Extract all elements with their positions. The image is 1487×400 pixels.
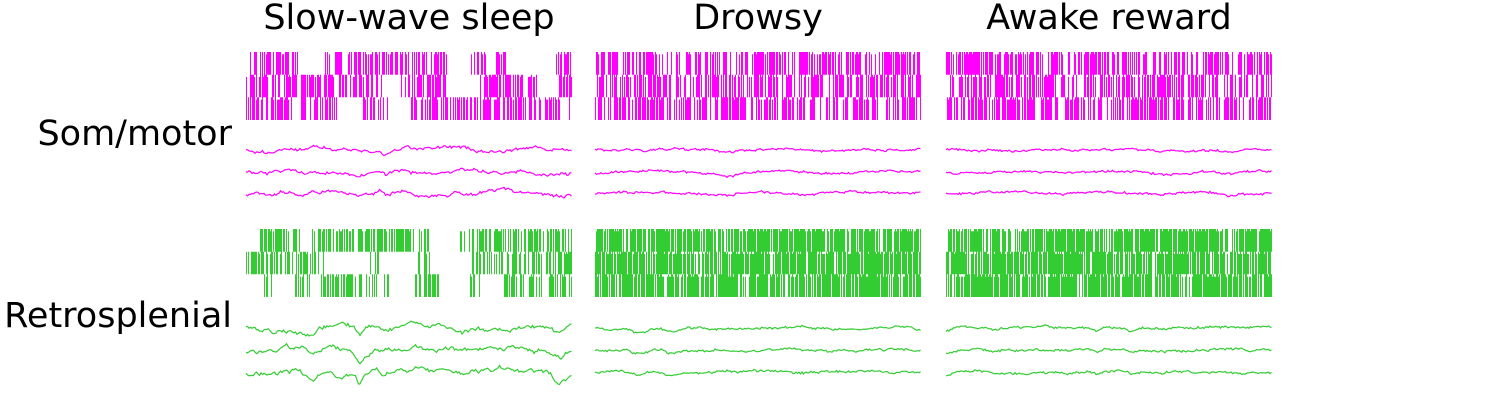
- lfp-trace-2: [245, 167, 572, 178]
- lfp-trace-3: [945, 369, 1272, 377]
- lfp-trace-2: [594, 347, 921, 355]
- raster-retrosplenial-slow-wave-sleep: [246, 229, 572, 297]
- raster-som-motor-drowsy: [595, 52, 921, 120]
- raster-retrosplenial-drowsy: [595, 229, 921, 297]
- lfp-trace-1: [245, 144, 572, 157]
- column-title-drowsy: Drowsy: [693, 0, 823, 38]
- raster-som-motor-awake-reward: [946, 52, 1272, 120]
- lfp-trace-3: [945, 190, 1272, 198]
- lfp-retrosplenial-awake-reward: [945, 323, 1272, 377]
- lfp-trace-2: [945, 169, 1272, 177]
- row-label-retrosplenial: Retrosplenial: [4, 296, 232, 336]
- lfp-retrosplenial-drowsy: [594, 324, 921, 377]
- lfp-trace-3: [594, 189, 921, 198]
- lfp-trace-3: [245, 186, 572, 199]
- lfp-trace-1: [594, 146, 921, 154]
- lfp-retrosplenial-slow-wave-sleep: [245, 320, 572, 386]
- lfp-trace-2: [245, 342, 572, 365]
- lfp-trace-1: [595, 324, 921, 334]
- lfp-trace-1: [245, 320, 572, 337]
- lfp-trace-3: [594, 368, 921, 377]
- lfp-trace-1: [945, 147, 1272, 154]
- lfp-som-motor-drowsy: [594, 146, 921, 198]
- raster-spikes: [246, 52, 572, 120]
- lfp-trace-2: [945, 347, 1272, 355]
- raster-spikes: [595, 52, 921, 120]
- raster-retrosplenial-awake-reward: [946, 229, 1272, 297]
- lfp-trace-2: [594, 169, 921, 179]
- lfp-trace-1: [945, 323, 1272, 333]
- lfp-trace-3: [245, 364, 572, 386]
- lfp-som-motor-slow-wave-sleep: [245, 144, 572, 199]
- column-title-awake-reward: Awake reward: [986, 0, 1232, 38]
- row-label-som-motor: Som/motor: [37, 114, 232, 154]
- raster-spikes: [946, 229, 1272, 297]
- raster-spikes: [246, 229, 572, 297]
- column-title-slow-wave-sleep: Slow-wave sleep: [263, 0, 555, 38]
- raster-spikes: [946, 52, 1272, 120]
- raster-spikes: [595, 229, 921, 297]
- lfp-som-motor-awake-reward: [945, 147, 1272, 198]
- raster-som-motor-slow-wave-sleep: [246, 52, 572, 120]
